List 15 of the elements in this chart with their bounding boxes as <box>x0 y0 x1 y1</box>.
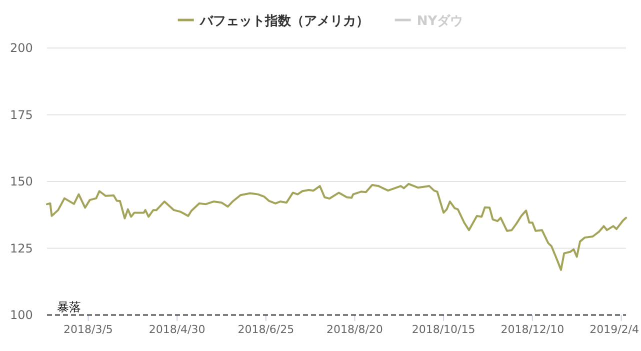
y-tick-label: 175 <box>10 108 33 122</box>
x-tick-label: 2018/6/25 <box>238 323 294 336</box>
y-tick-label: 150 <box>10 174 33 188</box>
x-tick-label: 2018/10/15 <box>412 323 476 336</box>
x-tick-label: 2018/4/30 <box>148 323 206 336</box>
x-tick-label: 2018/8/20 <box>326 323 383 336</box>
x-tick-label: 2018/3/5 <box>64 323 113 336</box>
x-tick-label: 2018/12/10 <box>500 323 564 336</box>
y-tick-label: 100 <box>10 308 33 322</box>
y-tick-label: 200 <box>10 41 33 55</box>
line-series <box>46 182 627 271</box>
legend-label: バフェット指数（アメリカ） <box>198 14 369 29</box>
y-tick-label: 125 <box>10 241 33 256</box>
ref-line-label: 暴落 <box>57 300 81 314</box>
x-tick-label: 2019/2/4 <box>590 323 639 336</box>
